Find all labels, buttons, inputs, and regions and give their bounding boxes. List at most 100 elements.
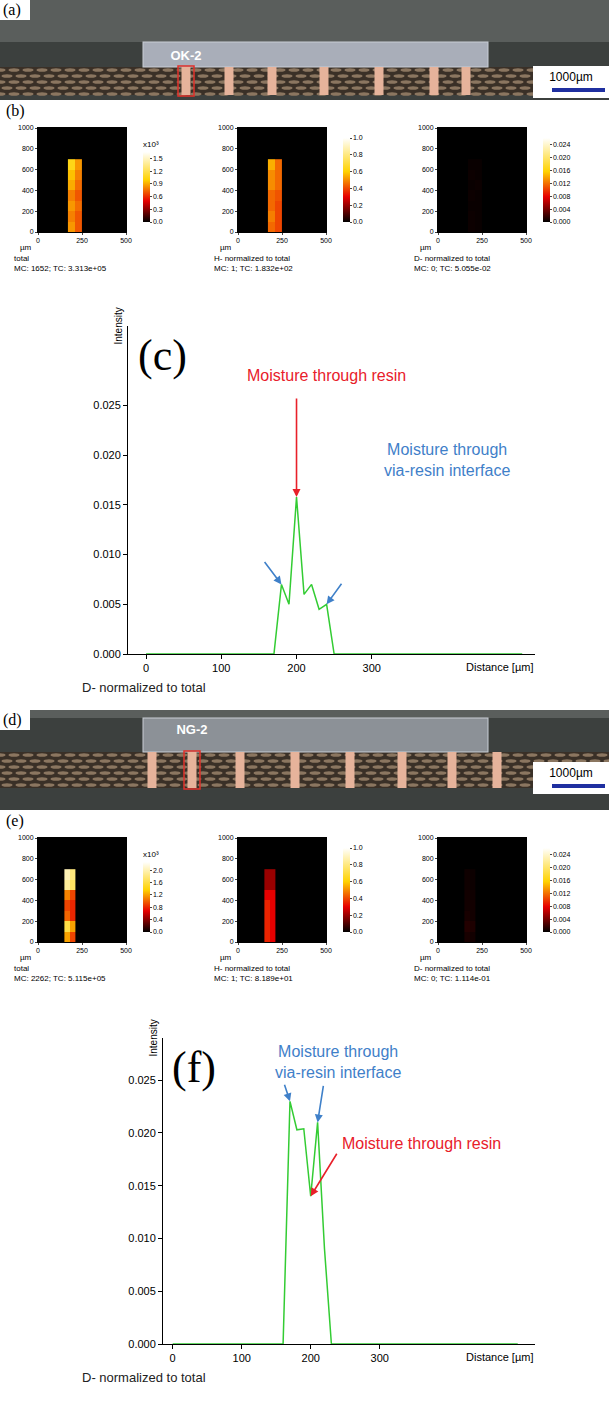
svg-text:200: 200 xyxy=(287,662,305,674)
svg-text:250: 250 xyxy=(276,237,288,244)
svg-text:1000: 1000 xyxy=(18,834,34,841)
svg-text:200: 200 xyxy=(22,918,34,925)
svg-text:400: 400 xyxy=(422,897,434,904)
svg-text:Distance [µm]: Distance [µm] xyxy=(466,1351,533,1363)
svg-text:800: 800 xyxy=(22,145,34,152)
svg-text:600: 600 xyxy=(222,876,234,883)
svg-text:0.020: 0.020 xyxy=(553,154,571,161)
svg-text:0.0: 0.0 xyxy=(153,928,163,935)
svg-text:0: 0 xyxy=(230,228,234,235)
svg-text:0.024: 0.024 xyxy=(553,141,571,148)
svg-text:0: 0 xyxy=(430,938,434,945)
svg-text:0: 0 xyxy=(30,228,34,235)
svg-text:2.0: 2.0 xyxy=(153,867,163,874)
svg-text:0.020: 0.020 xyxy=(553,864,571,871)
svg-text:200: 200 xyxy=(222,918,234,925)
svg-text:200: 200 xyxy=(422,208,434,215)
svg-text:0.020: 0.020 xyxy=(93,449,121,461)
svg-text:H- normalized to totalMC: 1; T: H- normalized to totalMC: 1; TC: 1.832e+… xyxy=(214,254,293,273)
svg-text:100: 100 xyxy=(212,662,230,674)
svg-text:250: 250 xyxy=(276,947,288,954)
svg-text:0.010: 0.010 xyxy=(128,1232,156,1244)
svg-text:0.024: 0.024 xyxy=(553,851,571,858)
svg-text:0.025: 0.025 xyxy=(93,399,121,411)
svg-text:D- normalized to totalMC: 0; T: D- normalized to totalMC: 0; TC: 1.114e-… xyxy=(414,964,491,983)
svg-text:200: 200 xyxy=(222,208,234,215)
svg-text:1000µm: 1000µm xyxy=(549,766,593,780)
svg-text:800: 800 xyxy=(222,855,234,862)
svg-text:0.004: 0.004 xyxy=(553,916,571,923)
svg-text:totalMC: 2262; TC: 5.115e+05: totalMC: 2262; TC: 5.115e+05 xyxy=(14,964,106,983)
svg-text:0.000: 0.000 xyxy=(553,218,571,225)
svg-text:1.5: 1.5 xyxy=(153,155,163,162)
svg-text:D- normalized to total: D- normalized to total xyxy=(82,1370,206,1385)
svg-text:OK-2: OK-2 xyxy=(170,48,201,63)
svg-text:Intensity: Intensity xyxy=(113,307,124,344)
svg-text:0.8: 0.8 xyxy=(353,151,363,158)
svg-text:800: 800 xyxy=(222,145,234,152)
svg-text:0: 0 xyxy=(236,947,240,954)
svg-text:800: 800 xyxy=(422,855,434,862)
svg-text:0: 0 xyxy=(436,947,440,954)
svg-text:800: 800 xyxy=(422,145,434,152)
svg-text:200: 200 xyxy=(302,1352,320,1364)
svg-text:0.000: 0.000 xyxy=(128,1338,156,1350)
svg-text:µm: µm xyxy=(20,243,32,252)
svg-text:500: 500 xyxy=(520,947,532,954)
svg-text:0: 0 xyxy=(430,228,434,235)
svg-text:0: 0 xyxy=(36,237,40,244)
svg-text:0.2: 0.2 xyxy=(353,202,363,209)
svg-text:500: 500 xyxy=(320,947,332,954)
svg-text:µm: µm xyxy=(420,953,432,962)
svg-text:0: 0 xyxy=(30,938,34,945)
svg-text:Distance [µm]: Distance [µm] xyxy=(466,661,533,673)
svg-text:0.4: 0.4 xyxy=(153,916,163,923)
svg-text:0: 0 xyxy=(230,938,234,945)
svg-text:0.0: 0.0 xyxy=(353,928,363,935)
svg-text:µm: µm xyxy=(20,953,32,962)
svg-text:1000: 1000 xyxy=(418,124,434,131)
svg-text:0.015: 0.015 xyxy=(128,1180,156,1192)
svg-text:1.6: 1.6 xyxy=(153,879,163,886)
svg-text:0.020: 0.020 xyxy=(128,1127,156,1139)
svg-text:0.005: 0.005 xyxy=(128,1285,156,1297)
svg-text:(c): (c) xyxy=(138,331,187,380)
svg-text:100: 100 xyxy=(233,1352,251,1364)
svg-text:µm: µm xyxy=(220,953,232,962)
svg-text:200: 200 xyxy=(422,918,434,925)
svg-text:0.000: 0.000 xyxy=(93,648,121,660)
svg-text:(f): (f) xyxy=(172,1043,216,1092)
svg-text:1.0: 1.0 xyxy=(353,134,363,141)
svg-text:250: 250 xyxy=(476,947,488,954)
svg-text:400: 400 xyxy=(22,187,34,194)
svg-text:0.008: 0.008 xyxy=(553,193,571,200)
svg-text:600: 600 xyxy=(22,876,34,883)
svg-text:Moisture throughvia-resin inte: Moisture throughvia-resin interface xyxy=(275,1043,401,1081)
svg-text:totalMC: 1652; TC: 3.313e+05: totalMC: 1652; TC: 3.313e+05 xyxy=(14,254,107,273)
svg-text:0: 0 xyxy=(143,662,149,674)
svg-text:600: 600 xyxy=(22,166,34,173)
svg-text:1000: 1000 xyxy=(418,834,434,841)
svg-text:0.015: 0.015 xyxy=(93,499,121,511)
svg-text:0.010: 0.010 xyxy=(93,548,121,560)
svg-text:0.008: 0.008 xyxy=(553,903,571,910)
svg-text:0.0: 0.0 xyxy=(353,218,363,225)
svg-text:250: 250 xyxy=(76,237,88,244)
svg-text:x10³: x10³ xyxy=(143,140,159,149)
svg-text:300: 300 xyxy=(363,662,381,674)
svg-text:0: 0 xyxy=(170,1352,176,1364)
svg-text:0.012: 0.012 xyxy=(553,180,571,187)
svg-text:500: 500 xyxy=(120,947,132,954)
svg-text:300: 300 xyxy=(371,1352,389,1364)
svg-text:500: 500 xyxy=(320,237,332,244)
svg-text:400: 400 xyxy=(222,897,234,904)
svg-text:0.012: 0.012 xyxy=(553,890,571,897)
svg-text:600: 600 xyxy=(422,166,434,173)
svg-text:Moisture throughvia-resin inte: Moisture throughvia-resin interface xyxy=(384,441,510,479)
svg-text:1000: 1000 xyxy=(218,834,234,841)
svg-text:0.6: 0.6 xyxy=(153,193,163,200)
svg-text:500: 500 xyxy=(520,237,532,244)
svg-text:0.005: 0.005 xyxy=(93,598,121,610)
svg-text:x10³: x10³ xyxy=(143,850,159,859)
svg-text:0.016: 0.016 xyxy=(553,167,571,174)
